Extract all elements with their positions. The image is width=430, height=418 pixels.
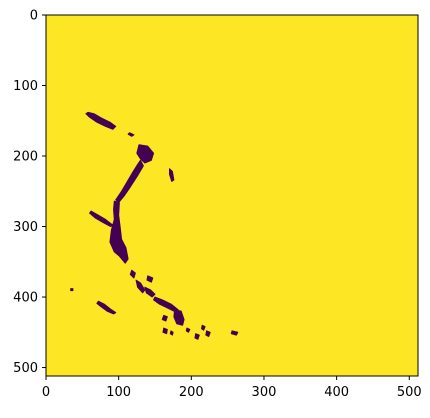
mask-region-lower-right-blob	[173, 309, 185, 326]
mask-region-left-lower-dot	[70, 288, 74, 292]
mask-region-lower-center-fleck-1	[161, 314, 168, 322]
x-tick-label: 500	[397, 385, 422, 400]
y-tick-label: 200	[13, 150, 38, 165]
x-tick-label: 300	[252, 385, 277, 400]
mask-region-lower-chain-2	[144, 286, 156, 298]
mask-region-right-speck	[169, 168, 175, 182]
mask-region-right-end-dash	[230, 330, 239, 336]
mask-region-left-lower-slash	[96, 300, 117, 315]
mask-region-lower-center-fleck-2	[162, 327, 168, 335]
mask-region-lower-center-fleck-3	[169, 330, 174, 336]
mask-region-main-arc-lower	[109, 200, 129, 264]
y-tick-label: 0	[30, 9, 38, 24]
mask-region-lower-chain-3	[146, 275, 154, 283]
x-axis: 0 100 200 300 400 500	[42, 376, 422, 400]
x-tick-label: 400	[324, 385, 349, 400]
mask-region-lower-chain-1	[135, 279, 146, 294]
y-tick-label: 100	[13, 79, 38, 94]
mask-region-left-slash	[89, 210, 114, 228]
y-tick-label: 300	[13, 220, 38, 235]
mask-region-lower-right-fleck-2	[194, 333, 200, 340]
plot-area	[45, 14, 419, 377]
mask-region-main-arc-top	[136, 144, 155, 164]
mask-region-upper-diagonal-streak	[85, 111, 117, 130]
y-tick-label: 500	[13, 361, 38, 376]
mask-region-spot-under-arc	[129, 269, 136, 279]
axes-frame	[45, 14, 419, 377]
mask-region-small-dash-upper	[127, 132, 135, 137]
mask-region-lower-right-fleck-1	[185, 327, 191, 333]
mask-regions	[70, 111, 239, 340]
x-tick-label: 100	[106, 385, 131, 400]
y-axis: 0 100 200 300 400 500	[13, 9, 46, 376]
mask-region-lower-right-fleck-3	[200, 324, 206, 331]
x-tick-label: 0	[42, 385, 50, 400]
y-tick-label: 400	[13, 291, 38, 306]
x-tick-label: 200	[179, 385, 204, 400]
heatmap-background	[46, 15, 418, 376]
mask-region-main-arc-middle	[115, 159, 144, 204]
mask-region-lower-right-fleck-4	[205, 330, 211, 338]
